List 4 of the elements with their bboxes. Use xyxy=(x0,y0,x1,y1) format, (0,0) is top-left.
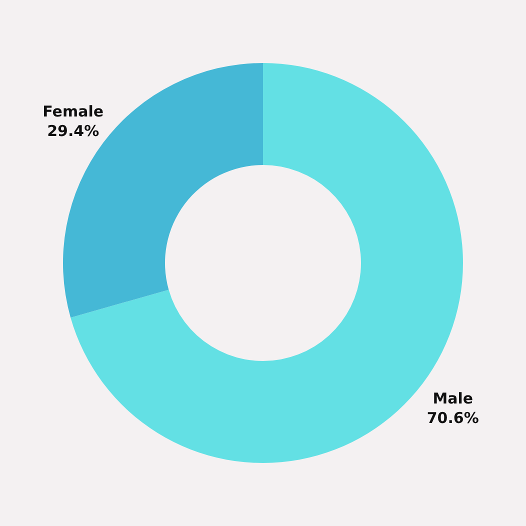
data-label: 29.4% xyxy=(47,122,100,140)
slice-label: Male xyxy=(432,389,474,408)
slice-label: Female xyxy=(42,102,104,121)
data-label: 70.6% xyxy=(426,408,479,427)
